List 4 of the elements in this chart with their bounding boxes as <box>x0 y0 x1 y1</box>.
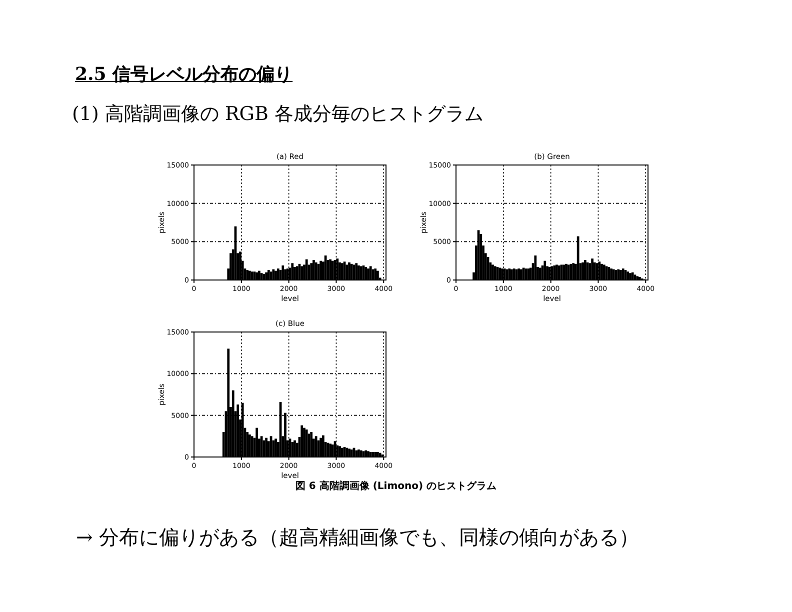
caption: 図 6 高階調画像 (Limono) のヒストグラム <box>295 479 497 493</box>
text: → 分布に偏りがある（超高精細画像でも、同様の傾向がある） <box>76 524 640 551</box>
text: 2.5 信号レベル分布の偏り <box>75 63 293 86</box>
text: (1) 高階調画像の RGB 各成分毎のヒストグラム <box>72 102 484 127</box>
